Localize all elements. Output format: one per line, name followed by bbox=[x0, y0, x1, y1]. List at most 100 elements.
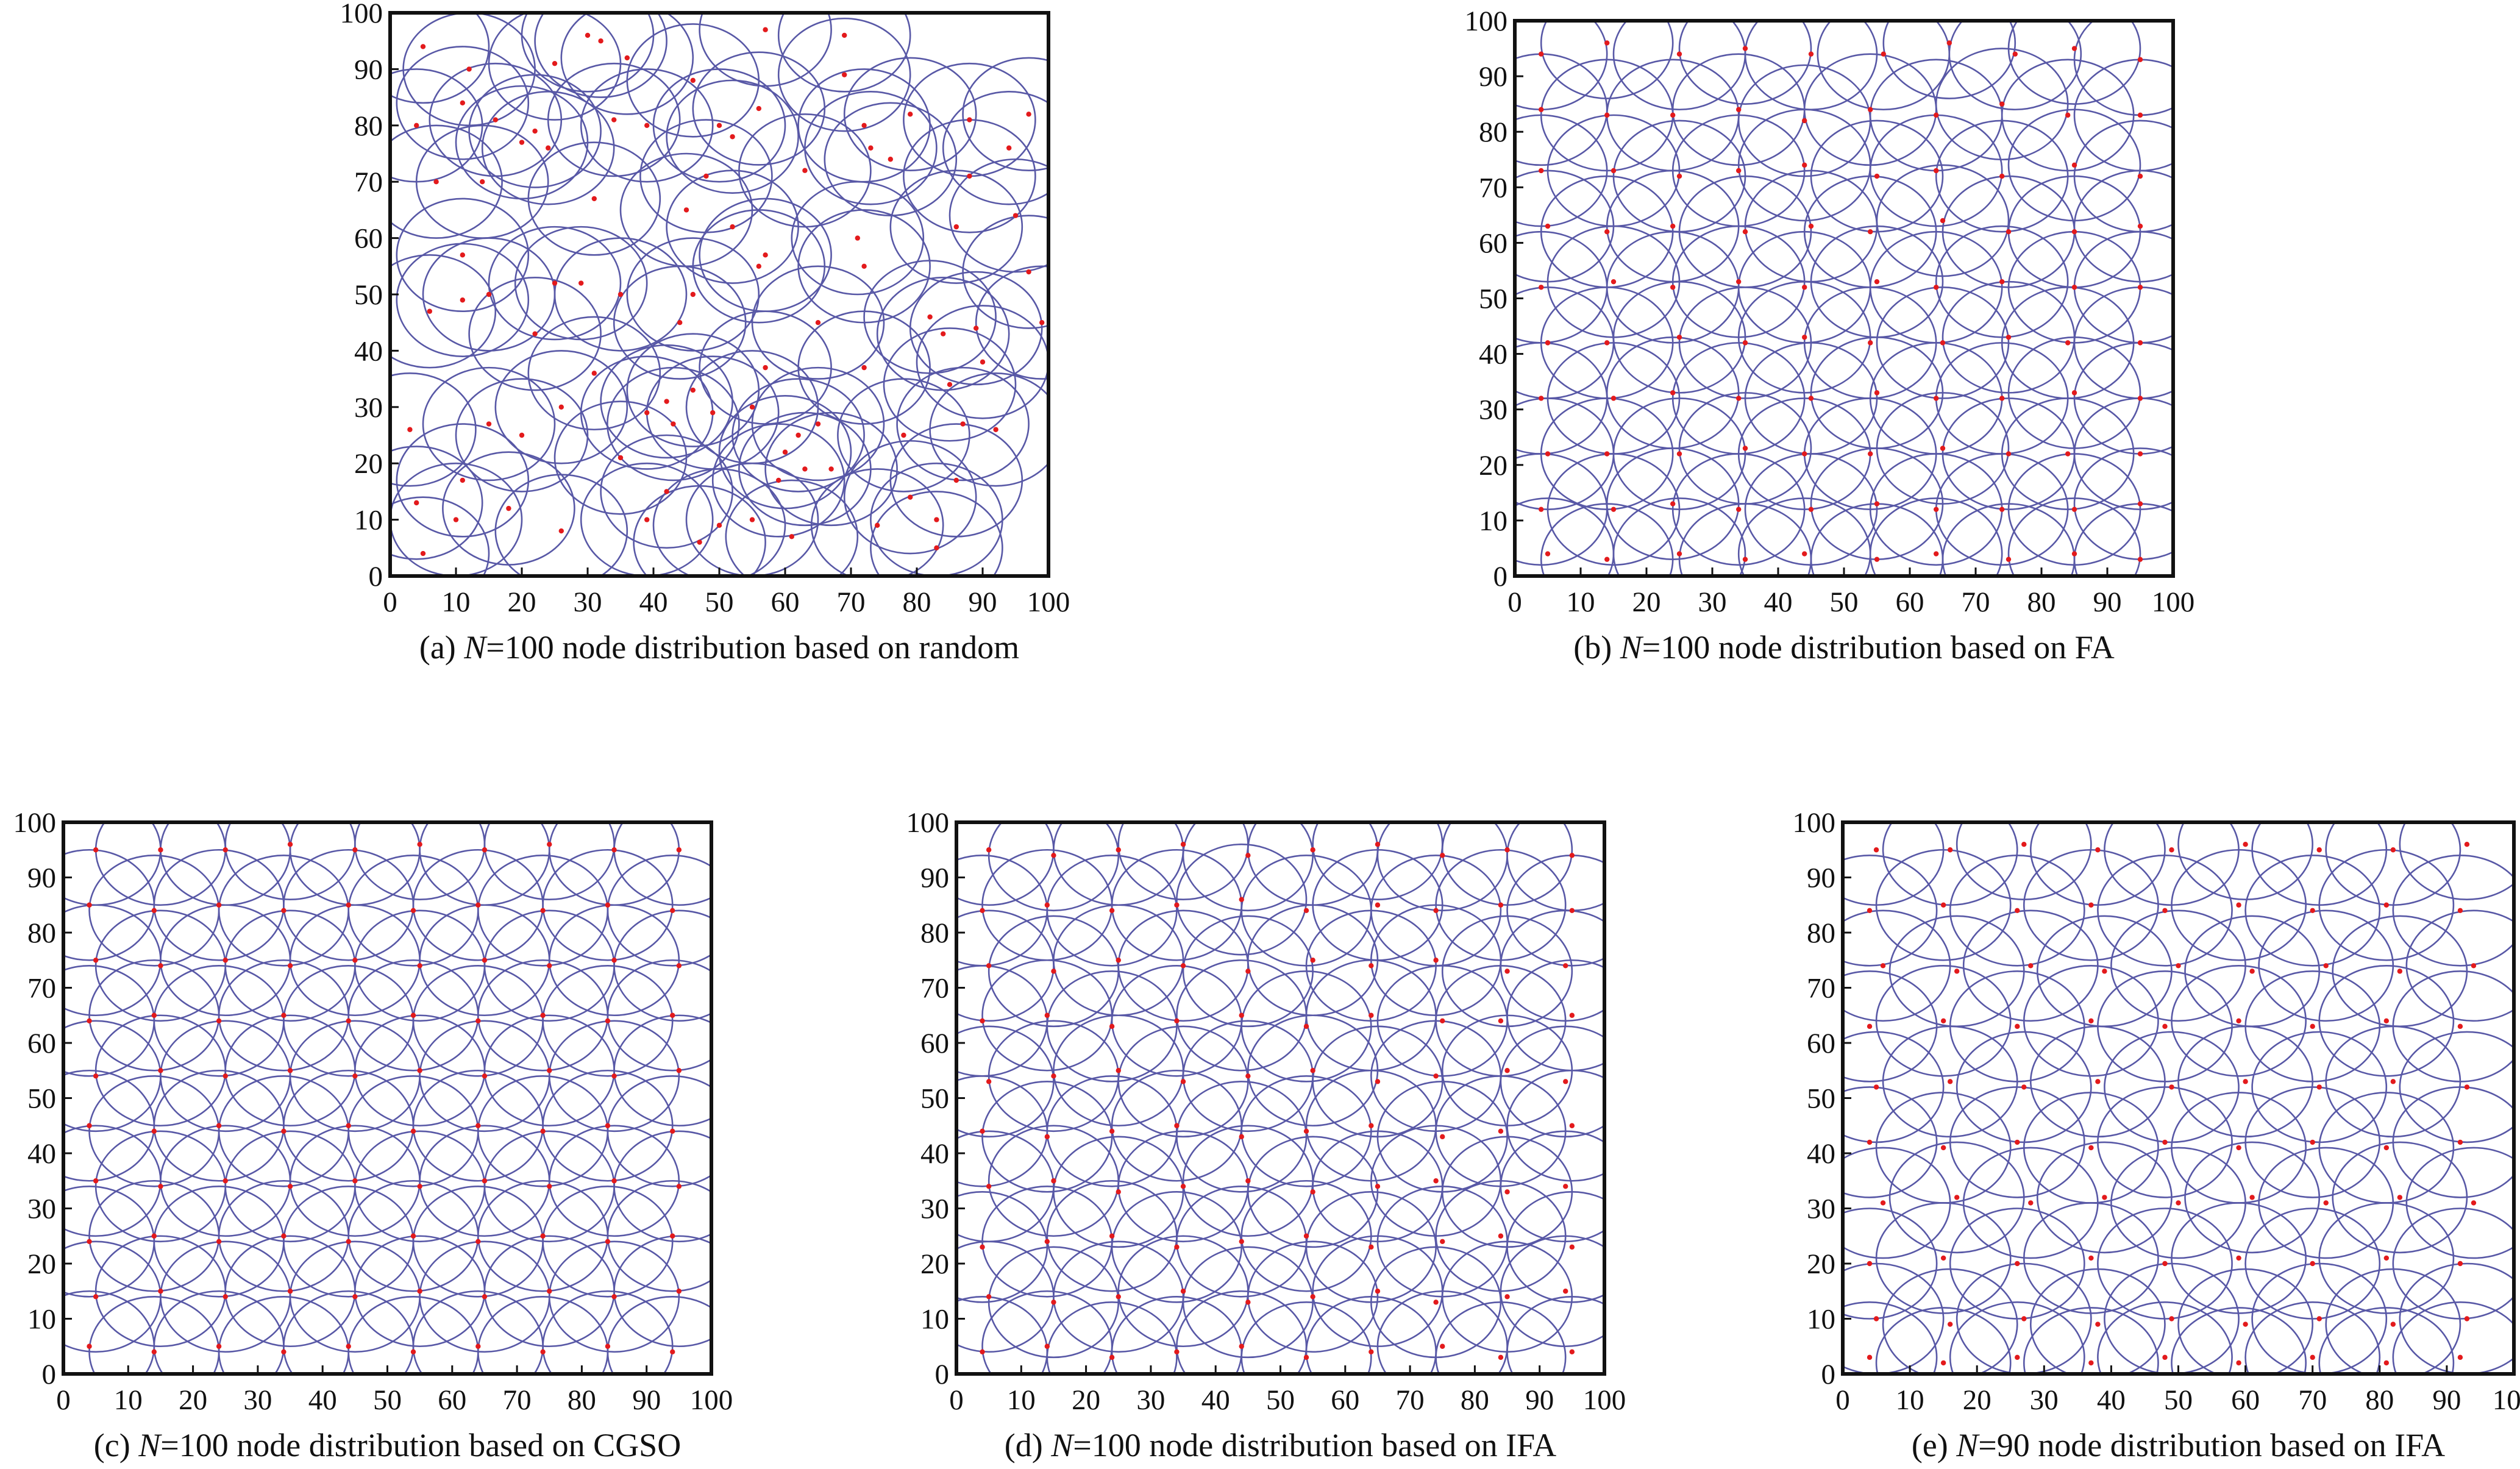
sensor-node bbox=[1736, 168, 1742, 174]
coverage-circle bbox=[542, 848, 674, 961]
coverage-circle bbox=[777, 13, 911, 93]
sensor-node bbox=[986, 1184, 992, 1189]
coverage-circle bbox=[2399, 822, 2514, 900]
x-tick-label: 10 bbox=[1007, 1384, 1036, 1416]
sensor-node bbox=[158, 847, 163, 853]
sensor-node bbox=[802, 466, 808, 472]
sensor-node bbox=[2383, 1360, 2390, 1366]
y-tick-label: 40 bbox=[27, 1138, 56, 1170]
sensor-node bbox=[947, 382, 953, 388]
sensor-node bbox=[1934, 396, 1939, 401]
coverage-circle bbox=[916, 305, 1048, 419]
sensor-node bbox=[222, 1294, 228, 1300]
y-tick-label: 50 bbox=[1807, 1083, 1835, 1115]
coverage-circle bbox=[810, 468, 944, 576]
y-tick-label: 30 bbox=[354, 392, 383, 424]
sensor-node bbox=[1563, 1079, 1568, 1084]
sensor-node bbox=[1999, 396, 2005, 401]
x-tick-label: 70 bbox=[837, 586, 866, 618]
x-tick-label: 40 bbox=[2097, 1384, 2126, 1416]
sensor-node bbox=[2021, 1316, 2027, 1321]
sensor-node bbox=[87, 1343, 92, 1349]
coverage-circle bbox=[2318, 1307, 2455, 1374]
sensor-node bbox=[460, 252, 465, 258]
x-tick-label: 40 bbox=[639, 586, 668, 618]
x-tick-label: 100 bbox=[2152, 586, 2195, 618]
x-tick-label: 100 bbox=[1583, 1384, 1626, 1416]
x-tick-label: 90 bbox=[1525, 1384, 1554, 1416]
sensor-node bbox=[2236, 902, 2241, 908]
sensor-node bbox=[986, 963, 992, 969]
sensor-node bbox=[2383, 1145, 2390, 1151]
sensor-node bbox=[1867, 1261, 1873, 1267]
coverage-circle bbox=[488, 13, 622, 121]
coverage-circle bbox=[1843, 1262, 1945, 1374]
sensor-node bbox=[980, 1128, 985, 1134]
sensor-node bbox=[1868, 451, 1873, 457]
coverage-circle bbox=[542, 1186, 674, 1298]
sensor-node bbox=[540, 1128, 546, 1134]
panel-caption: (e) N=90 node distribution based on IFA bbox=[1912, 1427, 2445, 1464]
sensor-node bbox=[763, 27, 768, 32]
sensor-node bbox=[1940, 1018, 1946, 1024]
sensor-node bbox=[1670, 501, 1676, 507]
sensor-node bbox=[532, 331, 538, 336]
sensor-node bbox=[2471, 963, 2477, 969]
x-tick-label: 20 bbox=[1963, 1384, 1991, 1416]
coverage-circle bbox=[738, 113, 872, 228]
panel-caption: (c) N=100 node distribution based on CGS… bbox=[94, 1427, 681, 1464]
panel-e: 0 10 20 30 40 50 60 70 80 90 100 0 10 20 30 40 50 60 70 80 9… bbox=[1793, 807, 2520, 1464]
sensor-node bbox=[2316, 847, 2322, 853]
caption-n-symbol: N bbox=[1050, 1427, 1075, 1464]
sensor-node bbox=[2137, 112, 2143, 118]
x-tick-label: 50 bbox=[373, 1384, 402, 1416]
sensor-node bbox=[222, 1178, 228, 1184]
sensor-node bbox=[1874, 557, 1880, 562]
y-tick-label: 0 bbox=[42, 1359, 57, 1390]
sensor-node bbox=[934, 517, 939, 522]
sensor-node bbox=[644, 410, 650, 416]
sensor-node bbox=[1375, 1184, 1381, 1189]
sensor-nodes bbox=[980, 842, 1575, 1361]
sensor-node bbox=[2071, 46, 2077, 51]
sensor-node bbox=[1569, 1012, 1575, 1018]
sensor-node bbox=[1051, 1178, 1056, 1184]
x-tick-label: 70 bbox=[1962, 586, 1990, 618]
sensor-node bbox=[1180, 842, 1186, 847]
coverage-circle bbox=[962, 215, 1048, 329]
coverage-circle bbox=[843, 57, 977, 172]
coverage-circle bbox=[396, 243, 530, 357]
sensor-node bbox=[475, 1018, 481, 1024]
coverage-circle bbox=[1843, 855, 1938, 967]
x-tick-label: 80 bbox=[903, 586, 931, 618]
sensor-node bbox=[158, 1068, 163, 1073]
sensor-node bbox=[1174, 902, 1180, 908]
sensor-node bbox=[151, 1012, 157, 1018]
sensor-node bbox=[1433, 1300, 1439, 1305]
sensor-node bbox=[1946, 40, 1952, 46]
sensor-node bbox=[2464, 1084, 2470, 1090]
sensor-node bbox=[93, 847, 99, 853]
sensor-node bbox=[546, 145, 551, 151]
coverage-circle bbox=[1612, 497, 1746, 576]
sensor-node bbox=[1539, 107, 1544, 112]
sensor-node bbox=[1116, 1189, 1121, 1195]
sensor-node bbox=[1802, 451, 1807, 457]
x-tick-label: 10 bbox=[442, 586, 471, 618]
sensor-node bbox=[2176, 963, 2181, 969]
coverage-circle bbox=[2332, 1141, 2468, 1254]
sensor-node bbox=[1670, 112, 1676, 118]
sensor-node bbox=[1569, 1349, 1575, 1354]
sensor-node bbox=[2137, 173, 2143, 179]
sensor-node bbox=[547, 1068, 552, 1073]
sensor-node bbox=[453, 517, 459, 522]
sensor-node bbox=[1670, 390, 1676, 396]
y-tick-label: 20 bbox=[1807, 1248, 1835, 1280]
sensor-node bbox=[2249, 969, 2255, 974]
coverage-circle bbox=[607, 1179, 711, 1292]
sensor-node bbox=[346, 1018, 351, 1024]
y-tick-label: 0 bbox=[935, 1359, 950, 1390]
sensor-node bbox=[493, 117, 498, 123]
sensor-node bbox=[1676, 51, 1682, 57]
sensor-node bbox=[1874, 390, 1880, 396]
